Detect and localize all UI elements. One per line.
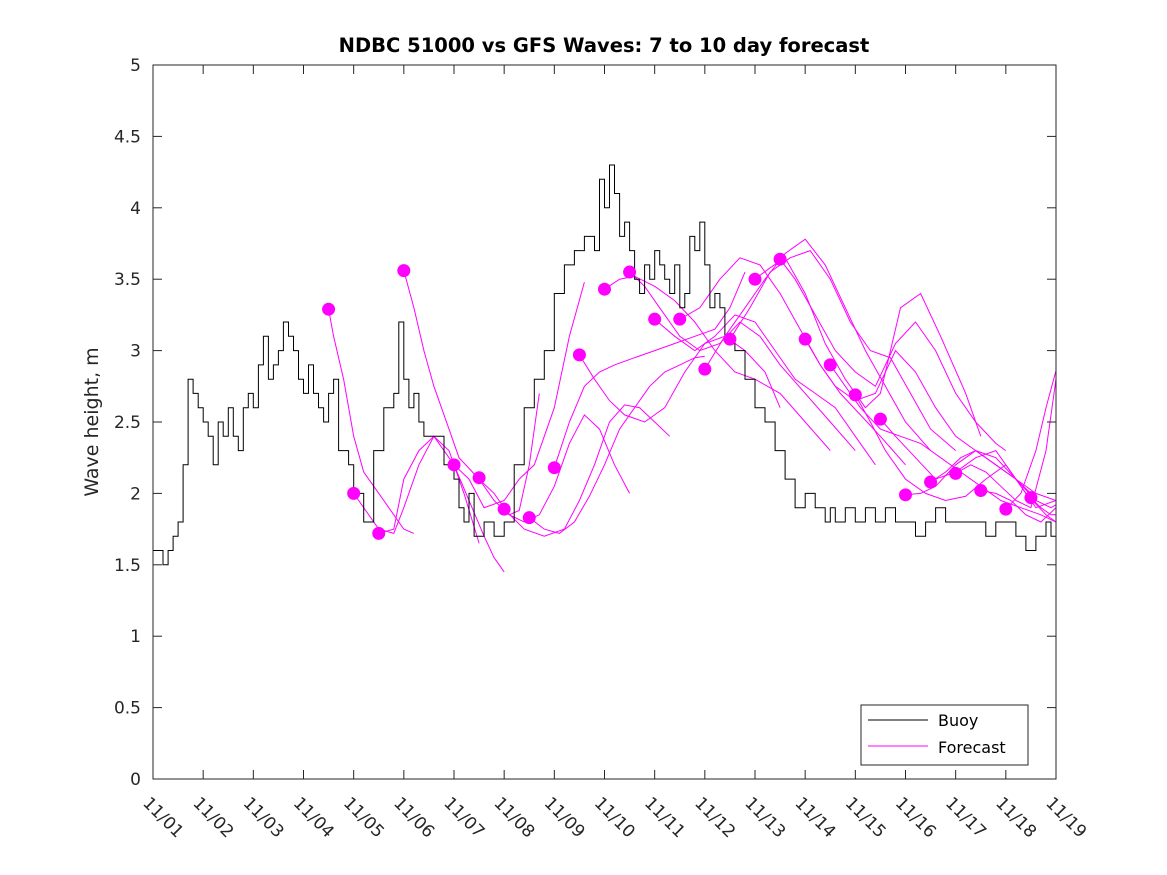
forecast-line	[578, 335, 781, 423]
buoy-series	[153, 164, 1056, 566]
forecast-line	[729, 250, 957, 451]
forecast-line	[829, 364, 1056, 523]
forecast-line	[905, 450, 1056, 509]
y-tick-label: 3.5	[114, 270, 141, 290]
forecast-line	[553, 271, 746, 468]
legend: Buoy Forecast	[860, 704, 1029, 766]
forecast-marker	[798, 332, 812, 346]
forecast-line	[528, 355, 705, 534]
y-axis-label: Wave height, m	[81, 347, 103, 496]
forecast-marker	[873, 412, 887, 426]
forecast-marker	[497, 502, 511, 516]
forecast-marker	[1024, 491, 1038, 505]
forecast-markers	[322, 252, 1038, 540]
forecast-marker	[748, 272, 762, 286]
forecast-marker	[623, 265, 637, 279]
y-tick-label: 0	[130, 770, 141, 790]
y-tick-label: 5	[130, 56, 141, 76]
y-tick-label: 2	[130, 484, 141, 504]
forecast-line	[980, 490, 1056, 523]
forecast-marker	[372, 526, 386, 540]
forecast-marker	[648, 312, 662, 326]
y-tick-label: 4	[130, 199, 141, 219]
forecast-marker	[347, 486, 361, 500]
y-tick-label: 1	[130, 627, 141, 647]
forecast-line	[955, 379, 1056, 509]
forecast-marker	[848, 388, 862, 402]
forecast-line	[880, 418, 1056, 509]
forecast-marker	[322, 302, 336, 316]
chart-title: NDBC 51000 vs GFS Waves: 7 to 10 day for…	[339, 34, 870, 57]
y-tick-label: 2.5	[114, 413, 141, 433]
forecast-line	[704, 238, 931, 451]
forecast-marker	[999, 502, 1013, 516]
forecast-line	[930, 450, 1056, 501]
forecast-marker	[522, 511, 536, 525]
forecast-line	[654, 314, 876, 466]
buoy-line	[153, 164, 1056, 566]
forecast-line	[779, 258, 1007, 452]
forecast-marker	[823, 358, 837, 372]
forecast-line	[403, 270, 540, 516]
forecast-line	[679, 257, 906, 466]
forecast-marker	[949, 466, 963, 480]
y-tick-label: 3	[130, 342, 141, 362]
forecast-line	[453, 281, 585, 509]
forecast-line	[1005, 370, 1056, 510]
forecast-marker	[899, 488, 912, 502]
forecast-marker	[472, 471, 486, 485]
forecast-series	[328, 238, 1056, 573]
forecast-marker	[547, 461, 561, 475]
forecast-line	[503, 404, 671, 537]
legend-box	[860, 704, 1029, 766]
legend-forecast-label: Forecast	[938, 738, 1006, 757]
y-axis: 0 0.5 1 1.5 2 2.5 3 3.5 4 4.5 5	[114, 56, 1056, 790]
forecast-marker	[572, 348, 586, 362]
forecast-marker	[723, 332, 737, 346]
forecast-line	[1030, 497, 1056, 516]
forecast-marker	[773, 252, 787, 266]
forecast-line	[328, 309, 415, 534]
forecast-marker	[397, 264, 411, 278]
y-tick-label: 1.5	[114, 556, 141, 576]
forecast-marker	[673, 312, 687, 326]
forecast-marker	[924, 475, 938, 489]
legend-buoy-label: Buoy	[938, 711, 978, 730]
forecast-marker	[598, 282, 611, 296]
forecast-marker	[698, 362, 712, 376]
y-tick-label: 0.5	[114, 699, 141, 719]
forecast-marker	[447, 458, 461, 472]
forecast-marker	[974, 484, 988, 498]
y-tick-label: 4.5	[114, 127, 141, 147]
